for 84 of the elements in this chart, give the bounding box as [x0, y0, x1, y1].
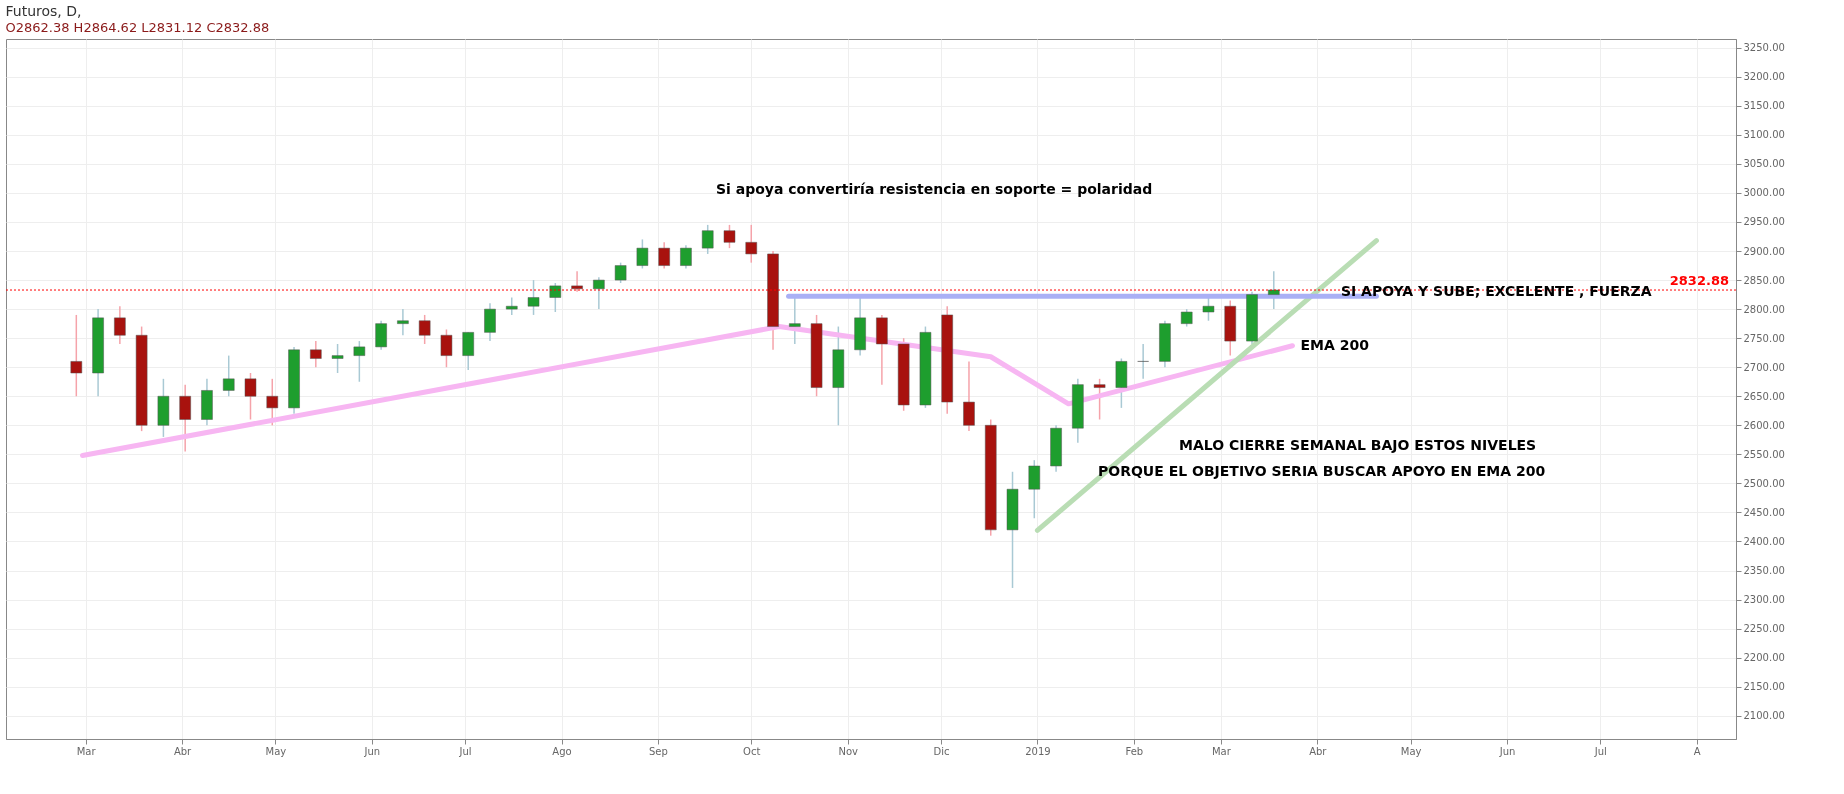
y-tick-label: 3000.00	[1743, 187, 1785, 199]
x-tick-label: Jul	[458, 745, 472, 757]
x-tick-label: Ago	[552, 745, 572, 757]
candlestick	[331, 343, 344, 374]
candlestick	[222, 354, 235, 398]
candlestick	[114, 305, 126, 345]
y-tick-label: 2600.00	[1743, 419, 1785, 431]
y-tick-label: 2900.00	[1743, 245, 1785, 257]
y-tick-label: 3050.00	[1743, 158, 1785, 170]
candlestick	[70, 314, 83, 398]
candlestick	[593, 276, 605, 310]
x-tick-label: Feb	[1125, 745, 1144, 757]
text: O2862.38 H2864.62 L2831.12 C2832.88	[5, 20, 270, 35]
y-tick-label: 2400.00	[1743, 535, 1785, 547]
y-tick-label: 2700.00	[1743, 361, 1785, 373]
annotation: PORQUE EL OBJETIVO SERIA BUSCAR APOYO EN EMA 200	[1098, 463, 1546, 479]
x-tick-label: Sep	[649, 745, 668, 757]
candlestick	[1093, 378, 1106, 421]
y-tick-label: 2500.00	[1743, 477, 1785, 489]
candlestick	[484, 302, 496, 342]
x-tick-label: Jul	[1593, 745, 1607, 757]
y-tick-label: 2750.00	[1743, 332, 1785, 344]
y-tick-label: 3200.00	[1743, 71, 1785, 83]
candlestick	[963, 360, 975, 432]
y-tick-label: 3100.00	[1743, 129, 1785, 141]
candlestick	[310, 340, 322, 368]
annotation: EMA 200	[1300, 336, 1370, 353]
candlestick	[701, 224, 714, 255]
y-tick-label: 3250.00	[1743, 42, 1785, 54]
candlestick	[375, 319, 387, 351]
annotation: SI APOYA Y SUBE; EXCELENTE , FUERZA	[1340, 282, 1652, 299]
candlestick	[1202, 296, 1215, 322]
x-tick-label: Mar	[76, 745, 97, 757]
candlestick	[266, 378, 279, 427]
y-tick-label: 2850.00	[1743, 274, 1785, 286]
y-tick-label: 2350.00	[1743, 565, 1785, 577]
candlestick	[1028, 459, 1041, 519]
candlestick	[506, 296, 518, 316]
candlestick	[1268, 270, 1280, 310]
x-tick-label: May	[265, 745, 287, 757]
y-tick-label: 2450.00	[1743, 506, 1785, 518]
y-tick-label: 2100.00	[1743, 710, 1785, 722]
y-tick-label: 2650.00	[1743, 390, 1785, 402]
y-tick-label: 3150.00	[1743, 100, 1785, 112]
x-tick-label: Abr	[173, 745, 193, 757]
chart-title: Futuros, D,	[5, 3, 82, 19]
candlestick	[397, 308, 409, 337]
candlestick	[789, 296, 801, 345]
candlestick	[658, 241, 670, 270]
y-tick-label: 2150.00	[1743, 681, 1785, 693]
candlestick	[418, 314, 431, 345]
x-tick-label: Mar	[1211, 745, 1232, 757]
candlestick	[549, 282, 562, 313]
candlestick	[179, 383, 191, 453]
candlestick	[440, 328, 453, 368]
x-tick-label: Jun	[363, 745, 381, 757]
ref-line-label: 2832.88	[1669, 273, 1729, 289]
x-tick-label: A	[1693, 745, 1701, 757]
x-tick-label: Abr	[1309, 745, 1328, 757]
candlestick	[1137, 343, 1149, 380]
y-tick-label: 2550.00	[1743, 448, 1785, 460]
y-tick-label: 2950.00	[1743, 216, 1785, 228]
candlestick	[527, 279, 540, 316]
x-tick-label: Dic	[933, 745, 950, 757]
candlestick	[353, 340, 366, 383]
x-tick-label: Nov	[838, 745, 859, 757]
candlestick	[723, 224, 736, 249]
candlestick	[614, 261, 627, 284]
x-tick-label: May	[1400, 745, 1422, 757]
x-tick-label: Oct	[743, 745, 761, 757]
candlestick	[636, 238, 649, 270]
y-tick-label: 2800.00	[1743, 303, 1785, 315]
candlestick	[462, 331, 474, 371]
x-tick-label: 2019	[1025, 745, 1051, 757]
y-tick-label: 2200.00	[1743, 652, 1785, 664]
annotation: MALO CIERRE SEMANAL BAJO ESTOS NIVELES	[1179, 437, 1537, 453]
candlestick	[244, 372, 257, 421]
candlestick	[680, 244, 692, 270]
annotation: Si apoya convertiría resistencia en soporte = polaridad	[716, 181, 1153, 197]
y-tick-label: 2300.00	[1743, 594, 1785, 606]
candlestick	[745, 224, 757, 264]
y-tick-label: 2250.00	[1743, 623, 1785, 635]
candlestick	[571, 270, 583, 293]
x-tick-label: Jun	[1498, 745, 1516, 757]
